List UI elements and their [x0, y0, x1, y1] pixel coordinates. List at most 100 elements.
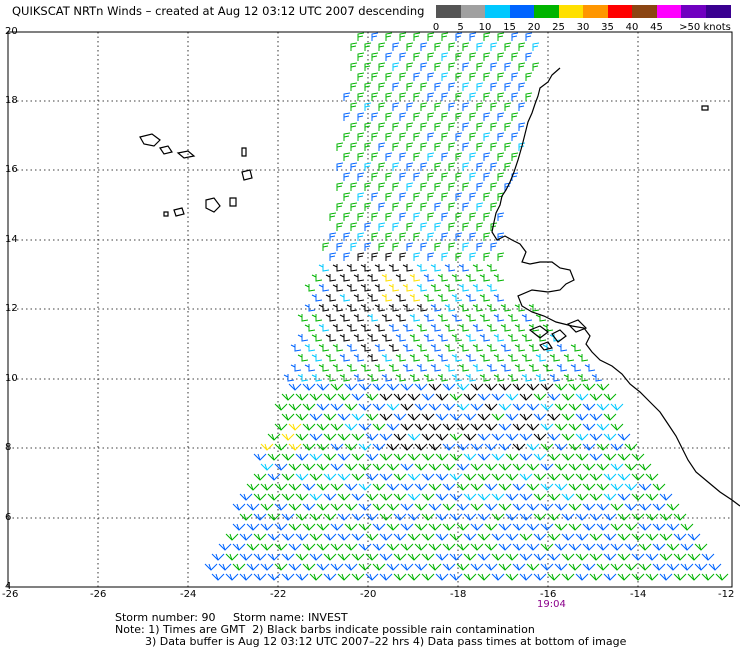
wind-barb [420, 102, 428, 111]
wind-barb [302, 423, 316, 431]
wind-barb [329, 252, 337, 261]
wind-barb [323, 553, 337, 561]
wind-barb [617, 513, 631, 521]
wind-barb [332, 264, 344, 272]
wind-barb [483, 132, 491, 141]
wind-barb [399, 112, 407, 121]
wind-barb [448, 162, 456, 171]
wind-barb [295, 533, 309, 541]
wind-barb [386, 383, 400, 391]
wind-barb [253, 473, 267, 481]
wind-barb [596, 403, 610, 411]
wind-barb [490, 182, 498, 191]
wind-barb [659, 553, 673, 561]
wind-barb [549, 354, 561, 362]
wind-barb [337, 513, 351, 521]
wind-barb [451, 274, 463, 282]
wind-barb [428, 543, 442, 551]
wind-barb [337, 533, 351, 541]
cape-verde-sao-nicolau [176, 150, 196, 159]
wind-barb [610, 443, 624, 451]
wind-barb [596, 483, 610, 491]
wind-barb [288, 403, 302, 411]
wind-barb [400, 443, 414, 451]
wind-barb [374, 364, 386, 372]
wind-barb [374, 284, 386, 292]
wind-barb [540, 523, 554, 531]
legend-swatch [509, 5, 535, 18]
wind-barb [346, 324, 358, 332]
wind-barb [343, 112, 351, 121]
wind-barb [497, 232, 505, 241]
wind-barb [413, 32, 421, 41]
wind-barb [449, 573, 463, 581]
wind-barb [386, 443, 400, 451]
wind-barb [371, 232, 379, 241]
wind-barb [428, 563, 442, 571]
cape-verde-sal [241, 147, 247, 157]
wind-barb [357, 212, 365, 221]
wind-barb [343, 172, 351, 181]
wind-barb [472, 264, 484, 272]
wind-barb [372, 423, 386, 431]
wind-barb [420, 162, 428, 171]
wind-barb [484, 523, 498, 531]
wind-barb [493, 274, 505, 282]
wind-barb [512, 523, 526, 531]
wind-barb [462, 142, 470, 151]
wind-barb [337, 573, 351, 581]
wind-barb [350, 62, 358, 71]
legend-label: 40 [625, 22, 639, 33]
wind-barb [364, 222, 372, 231]
wind-barb [518, 122, 526, 131]
wind-barb [379, 573, 393, 581]
wind-barb [311, 294, 323, 302]
wind-barb [486, 284, 498, 292]
wind-barb [378, 222, 386, 231]
wind-barb [388, 304, 400, 312]
wind-barb [365, 473, 379, 481]
wind-barb [437, 294, 449, 302]
wind-barb [358, 543, 372, 551]
wind-barb [428, 523, 442, 531]
wind-barb [385, 232, 393, 241]
wind-barb [483, 192, 491, 201]
wind-barb [638, 543, 652, 551]
wind-barb [402, 264, 414, 272]
wind-barb [372, 403, 386, 411]
lon-tick-label: -16 [540, 589, 557, 600]
wind-barb [350, 202, 358, 211]
wind-barb [563, 354, 575, 362]
wind-barb [638, 483, 652, 491]
wind-barb [610, 543, 624, 551]
wind-barb [246, 563, 260, 571]
legend-swatch [681, 5, 706, 18]
wind-barb [388, 344, 400, 352]
wind-barb [337, 413, 351, 421]
wind-barb [407, 513, 421, 521]
wind-barb [476, 142, 484, 151]
wind-barb [332, 304, 344, 312]
wind-barb [525, 72, 533, 81]
wind-barb [343, 232, 351, 241]
wind-barb [253, 453, 267, 461]
wind-barb [500, 364, 512, 372]
wind-barb [511, 32, 519, 41]
wind-barb [281, 413, 295, 421]
wind-barb [575, 573, 589, 581]
wind-barb [364, 202, 372, 211]
wind-barb [610, 463, 624, 471]
wind-barb [434, 62, 442, 71]
wind-barb [350, 242, 358, 251]
wind-barb [402, 324, 414, 332]
wind-barb [379, 473, 393, 481]
wind-barb [385, 192, 393, 201]
wind-barb [414, 423, 428, 431]
wind-barb [479, 294, 491, 302]
wind-barb [514, 304, 526, 312]
wind-barb [470, 383, 484, 391]
wind-barb [484, 483, 498, 491]
wind-barb [378, 202, 386, 211]
wind-barb [694, 563, 708, 571]
wind-barb [344, 483, 358, 491]
